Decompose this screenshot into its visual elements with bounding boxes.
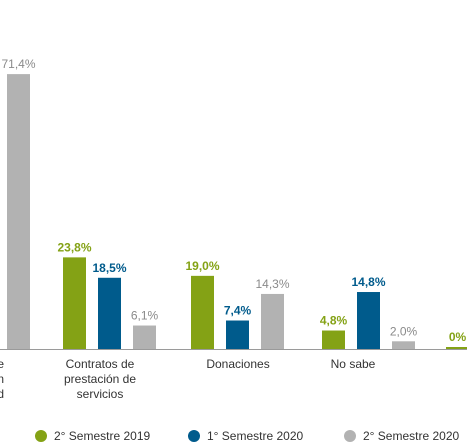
data-label: 14,3% xyxy=(255,277,289,291)
category-label: con xyxy=(0,372,4,386)
bar xyxy=(357,292,380,349)
bar xyxy=(7,74,30,350)
data-label: 4,8% xyxy=(320,314,348,328)
data-label: 18,5% xyxy=(92,261,126,275)
legend-marker xyxy=(35,430,47,442)
data-label: 19,0% xyxy=(185,259,219,273)
bar xyxy=(226,320,249,349)
bar xyxy=(133,325,156,349)
data-label: 71,4% xyxy=(1,57,35,71)
bar xyxy=(322,330,345,349)
bar xyxy=(98,277,121,349)
legend-label: 2° Semestre 2020 xyxy=(363,429,460,443)
data-label: 0% xyxy=(449,330,467,344)
data-label: 14,8% xyxy=(351,275,385,289)
data-label: 7,4% xyxy=(224,304,252,318)
bar xyxy=(261,293,284,349)
bar xyxy=(63,257,86,349)
legend-marker xyxy=(344,430,356,442)
data-label: 6,1% xyxy=(131,309,159,323)
bar xyxy=(392,341,415,349)
category-label: prestación de xyxy=(64,372,136,386)
legend-marker xyxy=(188,430,200,442)
category-label: servicios xyxy=(77,387,124,401)
category-label: No sabe xyxy=(331,357,376,371)
legend-label: 1° Semestre 2020 xyxy=(207,429,304,443)
data-label: 23,8% xyxy=(57,240,91,254)
category-label: Donaciones xyxy=(206,357,269,371)
category-label: n de xyxy=(0,357,4,371)
bar xyxy=(191,275,214,349)
data-label: 2,0% xyxy=(390,324,418,338)
legend-label: 2° Semestre 2019 xyxy=(54,429,151,443)
category-label: Contratos de xyxy=(66,357,135,371)
category-label: dad xyxy=(0,387,4,401)
bar xyxy=(446,347,467,349)
